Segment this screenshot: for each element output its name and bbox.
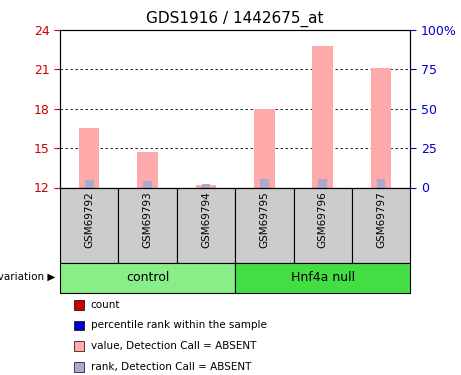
Bar <box>143 181 152 188</box>
Bar <box>195 185 216 188</box>
Bar <box>254 109 275 188</box>
Text: percentile rank within the sample: percentile rank within the sample <box>91 321 266 330</box>
Text: control: control <box>126 271 169 284</box>
Bar <box>60 188 118 262</box>
Bar <box>313 46 333 188</box>
Bar <box>74 362 84 372</box>
Bar <box>352 188 410 262</box>
Bar <box>260 179 269 188</box>
Bar <box>377 179 385 188</box>
Text: Hnf4a null: Hnf4a null <box>290 271 355 284</box>
Text: count: count <box>91 300 120 310</box>
Bar <box>318 179 327 188</box>
Text: rank, Detection Call = ABSENT: rank, Detection Call = ABSENT <box>91 362 251 372</box>
Bar <box>177 188 235 262</box>
Bar <box>118 188 177 262</box>
Bar <box>60 262 235 292</box>
Bar <box>137 152 158 188</box>
Text: GSM69792: GSM69792 <box>84 191 94 248</box>
Text: GSM69795: GSM69795 <box>259 191 269 248</box>
Text: GSM69797: GSM69797 <box>376 191 386 248</box>
Text: GSM69793: GSM69793 <box>142 191 153 248</box>
Bar <box>74 300 84 310</box>
Text: GSM69794: GSM69794 <box>201 191 211 248</box>
Text: GSM69796: GSM69796 <box>318 191 328 248</box>
Bar <box>235 262 410 292</box>
Bar <box>74 321 84 330</box>
Text: genotype/variation ▶: genotype/variation ▶ <box>0 273 55 282</box>
Bar <box>79 128 100 188</box>
Bar <box>201 184 210 188</box>
Text: value, Detection Call = ABSENT: value, Detection Call = ABSENT <box>91 341 256 351</box>
Title: GDS1916 / 1442675_at: GDS1916 / 1442675_at <box>146 11 324 27</box>
Bar <box>371 68 391 188</box>
Bar <box>85 180 94 188</box>
Bar <box>74 341 84 351</box>
Bar <box>235 188 294 262</box>
Bar <box>294 188 352 262</box>
